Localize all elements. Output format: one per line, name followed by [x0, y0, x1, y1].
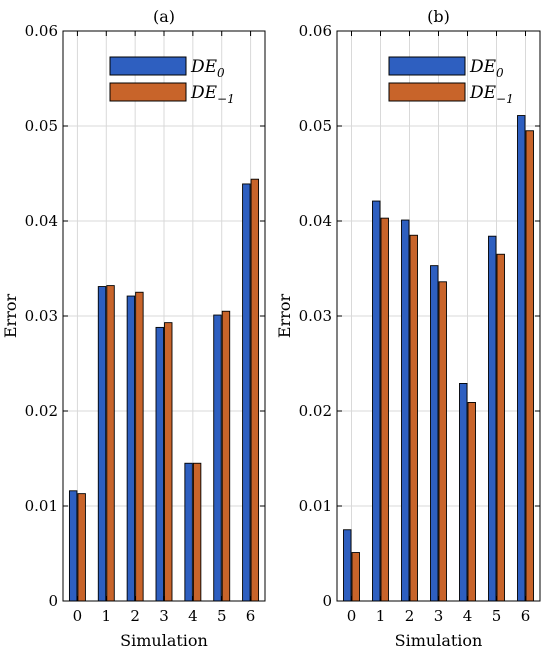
x-tick-label: 4 — [463, 607, 473, 625]
y-tick-label: 0 — [322, 592, 332, 610]
chart-panel-0: 0 0.01 0.02 0.03 0.04 0.05 0.06 0 1 2 3 4 5 6 (a) Simul… — [1, 7, 266, 650]
legend-swatch-series-1 — [388, 82, 466, 102]
legend-label-series-1: DE−1 — [190, 83, 235, 106]
bar-series-0-cat-1 — [372, 200, 381, 602]
y-tick-label: 0.02 — [299, 402, 332, 420]
panel-title: (b) — [427, 7, 450, 26]
legend-series-name: DE — [190, 57, 218, 77]
x-tick-label: 4 — [188, 607, 198, 625]
bar-series-1-cat-0 — [351, 552, 360, 602]
bar-series-0-cat-0 — [68, 490, 78, 602]
bar-series-1-cat-5 — [221, 310, 231, 602]
panel-title: (a) — [153, 7, 175, 26]
y-tick-label: 0.05 — [299, 117, 332, 135]
y-tick-label: 0.02 — [25, 402, 58, 420]
legend-series-subscript: −1 — [496, 92, 514, 106]
y-tick-label: 0.03 — [299, 307, 332, 325]
bar-series-0-cat-3 — [430, 265, 439, 602]
x-tick-label: 1 — [102, 607, 112, 625]
legend-series-name: DE — [190, 83, 218, 103]
x-tick-label: 1 — [376, 607, 386, 625]
x-axis-label: Simulation — [395, 631, 483, 650]
x-tick-label: 6 — [521, 607, 531, 625]
y-axis-label: Error — [1, 294, 20, 339]
y-axis-label: Error — [275, 294, 294, 339]
bar-series-0-cat-5 — [488, 235, 497, 602]
legend-swatch-series-1 — [109, 82, 187, 102]
x-tick-label: 3 — [434, 607, 444, 625]
bar-series-0-cat-0 — [343, 529, 352, 602]
bar-series-0-cat-4 — [459, 383, 468, 602]
legend-swatch-series-0 — [388, 56, 466, 76]
legend-series-subscript: 0 — [496, 66, 504, 80]
x-tick-label: 2 — [130, 607, 140, 625]
bar-series-1-cat-0 — [77, 493, 86, 602]
bar-series-1-cat-1 — [380, 217, 389, 602]
bar-series-0-cat-2 — [401, 219, 410, 602]
bar-series-1-cat-2 — [135, 291, 144, 602]
x-tick-label: 5 — [492, 607, 502, 625]
x-tick-label: 0 — [347, 607, 357, 625]
legend-label-series-0: DE0 — [190, 57, 225, 80]
bar-series-1-cat-4 — [467, 402, 476, 602]
y-tick-label: 0.01 — [299, 497, 332, 515]
x-tick-label: 3 — [159, 607, 169, 625]
bar-series-1-cat-1 — [106, 285, 115, 602]
y-tick-label: 0.06 — [299, 22, 332, 40]
bar-series-0-cat-3 — [155, 326, 164, 602]
bar-series-1-cat-3 — [164, 322, 173, 602]
bar-series-1-cat-2 — [409, 234, 418, 602]
bar-series-0-cat-5 — [213, 314, 222, 602]
bar-series-0-cat-6 — [517, 115, 526, 602]
bar-series-0-cat-6 — [242, 183, 251, 602]
legend-series-subscript: 0 — [217, 66, 225, 80]
legend-swatch-series-0 — [109, 56, 187, 76]
x-tick-label: 0 — [73, 607, 83, 625]
bar-series-1-cat-3 — [438, 281, 447, 602]
legend-series-name: DE — [469, 57, 497, 77]
x-axis-label: Simulation — [120, 631, 208, 650]
bar-series-0-cat-2 — [126, 295, 136, 602]
bar-series-1-cat-6 — [250, 178, 260, 602]
legend-series-name: DE — [469, 83, 497, 103]
x-tick-label: 5 — [217, 607, 227, 625]
y-tick-label: 0.05 — [25, 117, 58, 135]
x-tick-label: 6 — [246, 607, 256, 625]
y-tick-label: 0.01 — [25, 497, 58, 515]
y-tick-label: 0.03 — [25, 307, 58, 325]
y-tick-label: 0 — [48, 592, 58, 610]
x-tick-label: 2 — [405, 607, 415, 625]
bar-series-0-cat-4 — [184, 462, 193, 602]
bar-series-1-cat-5 — [496, 253, 505, 602]
y-tick-label: 0.06 — [25, 22, 58, 40]
y-tick-label: 0.04 — [299, 212, 332, 230]
bar-series-0-cat-1 — [97, 286, 107, 602]
bar-series-1-cat-4 — [192, 462, 202, 602]
legend-series-subscript: −1 — [217, 92, 235, 106]
legend-label-series-0: DE0 — [469, 57, 504, 80]
legend-label-series-1: DE−1 — [469, 83, 514, 106]
chart-panel-1: 0 0.01 0.02 0.03 0.04 0.05 0.06 0 1 2 3 4 5 6 (b) Simul… — [275, 7, 541, 650]
bar-series-1-cat-6 — [525, 130, 534, 602]
y-tick-label: 0.04 — [25, 212, 58, 230]
